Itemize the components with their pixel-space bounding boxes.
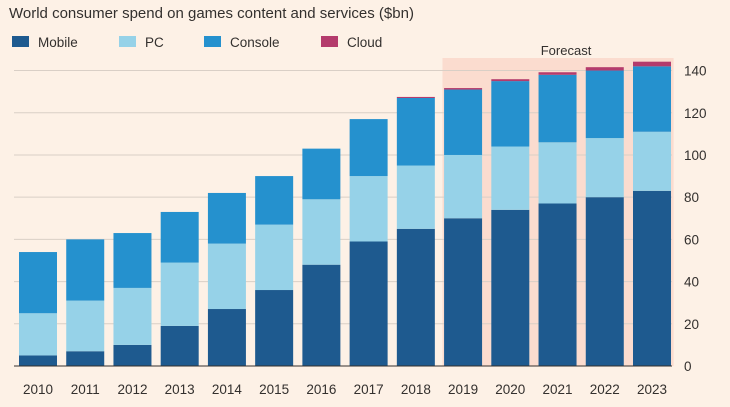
bar-pc-2012 [113, 287, 152, 345]
y-tick-label: 0 [684, 359, 692, 374]
x-tick-label: 2020 [495, 382, 525, 397]
bar-cloud-2020 [491, 79, 530, 82]
bar-pc-2020 [491, 146, 530, 210]
bar-pc-2019 [444, 154, 483, 219]
x-tick-label: 2011 [71, 382, 100, 397]
legend-label-mobile: Mobile [38, 35, 78, 50]
bar-pc-2011 [66, 300, 105, 352]
x-tick-label: 2013 [165, 382, 195, 397]
bar-mobile-2012 [113, 344, 152, 366]
bar-console-2022 [585, 70, 624, 139]
bar-pc-2021 [538, 142, 577, 204]
bar-cloud-2021 [538, 72, 577, 75]
bar-console-2019 [444, 89, 483, 155]
bar-console-2023 [633, 66, 671, 132]
legend-label-cloud: Cloud [347, 35, 382, 50]
bar-mobile-2015 [255, 290, 294, 366]
bars [19, 61, 671, 366]
bar-console-2013 [160, 211, 199, 263]
bar-mobile-2016 [302, 264, 341, 366]
y-tick-label: 140 [684, 64, 707, 79]
bar-mobile-2021 [538, 203, 577, 366]
y-tick-label: 80 [684, 190, 699, 205]
bar-pc-2010 [19, 313, 57, 356]
x-tick-label: 2019 [448, 382, 478, 397]
legend-swatch-pc [119, 36, 136, 47]
legend-swatch-mobile [12, 36, 29, 47]
legend-swatch-console [204, 36, 221, 47]
bar-pc-2022 [585, 138, 624, 198]
y-tick-label: 60 [684, 232, 699, 247]
bar-cloud-2022 [585, 67, 624, 71]
bar-mobile-2018 [396, 228, 435, 366]
bar-cloud-2018 [396, 96, 435, 98]
bar-console-2021 [538, 74, 577, 143]
legend-swatch-cloud [321, 36, 338, 47]
bar-mobile-2023 [633, 190, 671, 366]
bar-pc-2016 [302, 199, 341, 265]
bar-console-2012 [113, 233, 152, 288]
legend-label-console: Console [230, 35, 280, 50]
y-tick-label: 100 [684, 148, 707, 163]
bar-mobile-2011 [66, 351, 105, 366]
forecast-label: Forecast [541, 43, 592, 58]
bar-console-2018 [396, 97, 435, 166]
bar-console-2010 [19, 252, 57, 314]
bar-mobile-2010 [19, 355, 57, 366]
x-tick-label: 2018 [401, 382, 431, 397]
bar-pc-2015 [255, 224, 294, 291]
bar-console-2014 [207, 192, 246, 244]
bar-console-2015 [255, 176, 294, 225]
bar-mobile-2019 [444, 218, 483, 366]
x-tick-label: 2017 [354, 382, 384, 397]
chart-title: World consumer spend on games content an… [9, 5, 414, 22]
legend: Mobile PC Console Cloud [12, 35, 382, 50]
bar-console-2017 [349, 119, 388, 177]
bar-pc-2013 [160, 262, 199, 326]
y-axis-ticks: 0 20 40 60 80 100 120 140 [684, 64, 707, 374]
x-tick-label: 2014 [212, 382, 243, 397]
y-tick-label: 40 [684, 275, 699, 290]
bar-mobile-2020 [491, 209, 530, 366]
bar-pc-2014 [207, 243, 246, 310]
bar-mobile-2017 [349, 241, 388, 366]
bar-pc-2017 [349, 176, 388, 242]
bar-console-2016 [302, 148, 341, 200]
x-tick-label: 2021 [543, 382, 573, 397]
y-tick-label: 20 [684, 317, 699, 332]
bar-cloud-2019 [444, 88, 483, 90]
bar-cloud-2023 [633, 61, 671, 67]
bar-pc-2023 [633, 131, 671, 191]
x-tick-label: 2010 [23, 382, 53, 397]
y-tick-label: 120 [684, 106, 707, 121]
x-tick-label: 2015 [259, 382, 289, 397]
x-axis-ticks: 2010 2011 2012 2013 2014 2015 2016 2017 2018 2019… [23, 382, 667, 397]
x-tick-label: 2023 [637, 382, 667, 397]
legend-label-pc: PC [145, 35, 164, 50]
bar-mobile-2013 [160, 325, 199, 366]
x-tick-label: 2012 [117, 382, 147, 397]
bar-console-2020 [491, 81, 530, 147]
bar-pc-2018 [396, 165, 435, 229]
bar-console-2011 [66, 239, 105, 301]
x-tick-label: 2016 [306, 382, 336, 397]
x-tick-label: 2022 [590, 382, 620, 397]
bar-mobile-2014 [207, 309, 246, 366]
bar-mobile-2022 [585, 197, 624, 366]
